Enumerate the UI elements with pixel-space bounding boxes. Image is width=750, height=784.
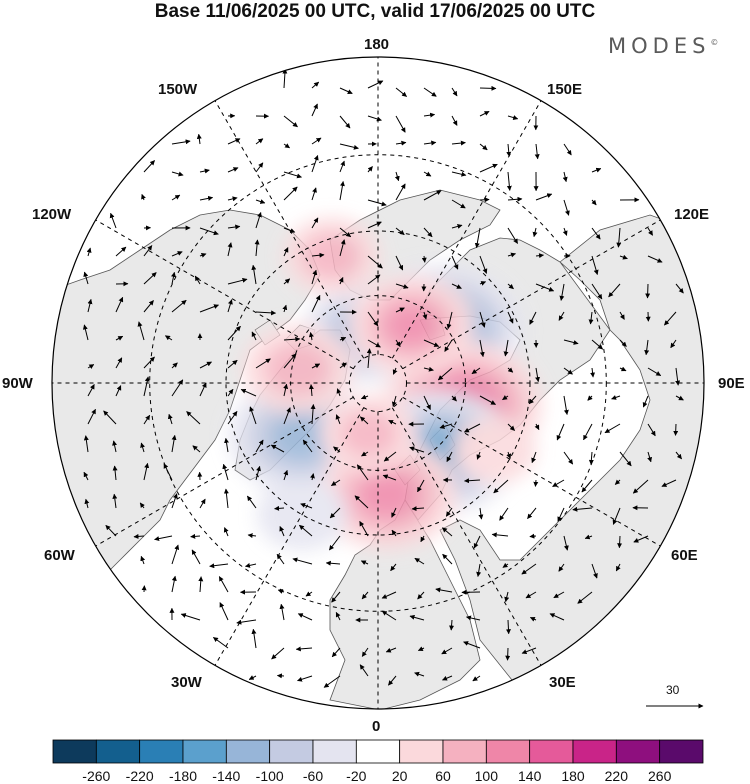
- colorbar-swatch: [313, 740, 356, 763]
- colorbar-swatch: [486, 740, 529, 763]
- wind-vector: [191, 536, 200, 537]
- lon-label-0: 0: [372, 718, 380, 735]
- colorbar-swatch: [573, 740, 616, 763]
- lon-label-180: 180: [364, 36, 389, 53]
- colorbar-swatch: [270, 740, 313, 763]
- colorbar-tick: -100: [256, 768, 284, 784]
- wind-vector: [480, 200, 489, 201]
- colorbar-tick: 140: [518, 768, 541, 784]
- colorbar-tick: 180: [561, 768, 584, 784]
- vector-scale-label: 30: [666, 683, 679, 697]
- lon-label-120e: 120E: [674, 206, 709, 223]
- colorbar-tick: -20: [346, 768, 366, 784]
- wind-vector: [275, 508, 284, 509]
- colorbar-swatch: [616, 740, 659, 763]
- lon-label-150e: 150E: [547, 81, 582, 98]
- colorbar-swatch: [226, 740, 269, 763]
- wind-vector: [676, 424, 677, 435]
- colorbar: [53, 740, 703, 763]
- lon-label-30w: 30W: [171, 674, 202, 691]
- colorbar-swatch: [400, 740, 443, 763]
- colorbar-swatch: [660, 740, 703, 763]
- lon-label-90e: 90E: [718, 375, 745, 392]
- colorbar-tick: 220: [605, 768, 628, 784]
- lon-label-90w: 90W: [2, 375, 33, 392]
- wind-vector: [535, 480, 536, 486]
- colorbar-tick: -180: [169, 768, 197, 784]
- wind-vector: [277, 676, 284, 677]
- lon-label-30e: 30E: [549, 674, 576, 691]
- anomaly-blob: [384, 304, 438, 347]
- colorbar-swatch: [530, 740, 573, 763]
- wind-vector: [648, 284, 649, 298]
- colorbar-swatch: [183, 740, 226, 763]
- colorbar-tick: -60: [303, 768, 323, 784]
- colorbar-tick: 100: [475, 768, 498, 784]
- colorbar-swatch: [96, 740, 139, 763]
- anomaly-blob: [340, 411, 398, 458]
- lon-label-60e: 60E: [671, 547, 698, 564]
- wind-vector: [508, 648, 509, 660]
- colorbar-tick: -140: [212, 768, 240, 784]
- anomaly-blob: [265, 342, 332, 395]
- wind-vector: [480, 88, 496, 89]
- wind-vector: [619, 536, 620, 548]
- colorbar-tick: -220: [126, 768, 154, 784]
- colorbar-swatch: [53, 740, 96, 763]
- anomaly-blob: [303, 233, 361, 280]
- wind-vector: [508, 620, 509, 634]
- colorbar-tick: 20: [392, 768, 408, 784]
- lon-label-120w: 120W: [32, 206, 71, 223]
- colorbar-tick: 260: [648, 768, 671, 784]
- colorbar-swatch: [140, 740, 183, 763]
- lon-label-150w: 150W: [158, 81, 197, 98]
- colorbar-swatch: [443, 740, 486, 763]
- wind-vector: [530, 536, 536, 537]
- colorbar-tick: 60: [435, 768, 451, 784]
- colorbar-swatch: [356, 740, 399, 763]
- lon-label-60w: 60W: [44, 547, 75, 564]
- colorbar-tick: -260: [82, 768, 110, 784]
